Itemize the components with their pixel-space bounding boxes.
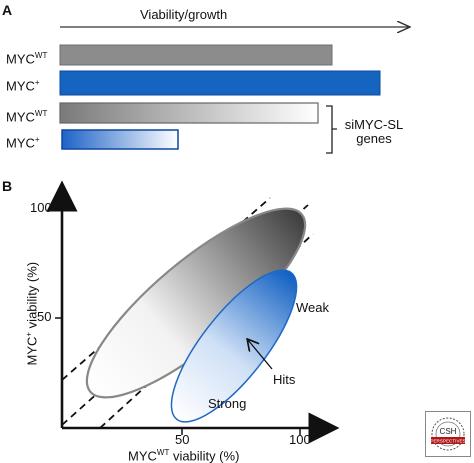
row-label-myc-plus-1: MYC+ (6, 78, 40, 94)
y-tick-label-50: 50 (37, 309, 52, 324)
y-axis-label: MYC+ viability (%) (24, 261, 40, 366)
label-hits: Hits (273, 372, 296, 387)
x-axis-label: MYCWT viability (%) (128, 448, 240, 463)
simyc-sl-bracket (326, 105, 337, 154)
row-label-myc-wt-2: MYCWT (6, 109, 48, 125)
panel-a-graphics (59, 0, 474, 154)
logo-seal-icon: CSH PERSPECTIVES (430, 417, 466, 451)
svg-text:PERSPECTIVES: PERSPECTIVES (430, 439, 465, 444)
row-label-myc-wt-1: MYCWT (6, 51, 48, 67)
label-weak: Weak (296, 300, 329, 315)
svg-text:CSH: CSH (440, 427, 457, 436)
x-tick-label-100: 100 (289, 432, 311, 447)
panel-b-letter: B (2, 178, 13, 194)
simyc-sl-label: siMYC-SL genes (344, 117, 404, 146)
csh-perspectives-logo: CSH PERSPECTIVES (425, 411, 471, 457)
panel-b-graphics (46, 180, 340, 444)
bar-myc-plus-control (59, 70, 381, 96)
row-label-myc-plus-2: MYC+ (6, 135, 40, 151)
viability-axis-title: Viability/growth (140, 7, 228, 22)
label-strong: Strong (208, 396, 247, 411)
x-tick-label-50: 50 (175, 432, 190, 447)
y-tick-label-100: 100 (30, 200, 52, 215)
hits-arrow (248, 340, 273, 370)
hits-ellipse-blue (170, 269, 298, 423)
bar-myc-plus-simyc (61, 129, 179, 150)
bar-myc-wt-control (59, 44, 333, 66)
panel-a-letter: A (2, 2, 13, 18)
bar-myc-wt-simyc (59, 102, 319, 124)
